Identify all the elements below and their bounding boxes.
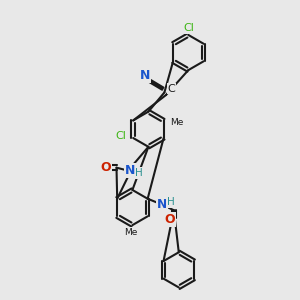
Text: N: N: [125, 164, 135, 177]
Text: Me: Me: [124, 228, 137, 237]
Text: O: O: [100, 160, 111, 173]
Text: N: N: [140, 69, 150, 82]
Text: H: H: [167, 197, 175, 207]
Text: Me: Me: [170, 118, 183, 127]
Text: Cl: Cl: [115, 131, 126, 141]
Text: C: C: [167, 84, 175, 94]
Text: Cl: Cl: [183, 23, 194, 33]
Text: O: O: [164, 213, 175, 226]
Text: H: H: [135, 168, 143, 178]
Text: N: N: [157, 198, 167, 211]
